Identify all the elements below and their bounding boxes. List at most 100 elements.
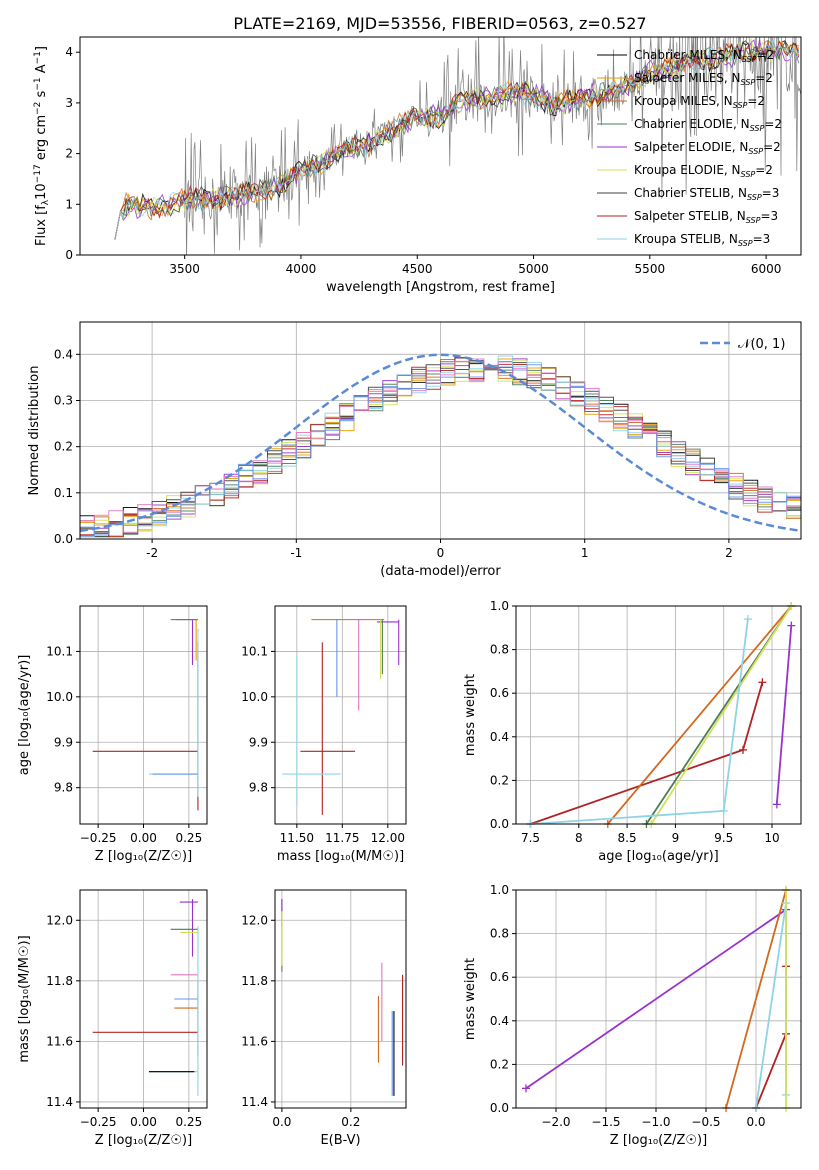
y-tick-label: 11.8 bbox=[241, 974, 268, 988]
weight-line bbox=[755, 966, 787, 1109]
x-tick-label: 0.00 bbox=[130, 1115, 157, 1129]
x-tick-label: 6000 bbox=[751, 262, 782, 276]
weight-vs-Z-panel: −2.0 −1.5 −1.0 −0.5 0.0 0.0 0.2 0.4 0.6 0.8 1.0 Z [… bbox=[463, 883, 802, 1148]
weight-line bbox=[775, 625, 793, 805]
legend-label: Chabrier STELIB, NSSP=3 bbox=[634, 186, 779, 202]
x-tick-label: 0.2 bbox=[341, 1115, 360, 1129]
y-tick-label: 9.8 bbox=[54, 781, 73, 795]
y-tick-label: 0.3 bbox=[54, 393, 73, 407]
x-tick-label: 12.00 bbox=[371, 831, 405, 845]
x-tick-label: 5000 bbox=[518, 262, 549, 276]
y-tick-label: 9.9 bbox=[249, 735, 268, 749]
axes-frame bbox=[515, 889, 802, 1109]
x-axis-label: age [log₁₀(age/yr)] bbox=[598, 849, 719, 864]
y-tick-label: 0.6 bbox=[490, 686, 509, 700]
age-vs-mass-panel: 11.50 11.75 12.00 9.8 9.9 10.0 10.1 mass [log₁₀… bbox=[241, 605, 407, 864]
y-tick-label: 10.0 bbox=[46, 690, 73, 704]
x-tick-label: 1 bbox=[581, 546, 589, 560]
x-tick-label: 8 bbox=[575, 831, 583, 845]
y-tick-label: 1.0 bbox=[490, 883, 509, 897]
x-tick-label: 10 bbox=[764, 831, 779, 845]
y-tick-label: 1.0 bbox=[490, 599, 509, 613]
model-line bbox=[114, 37, 800, 240]
y-axis-label: Normed distribution bbox=[27, 366, 42, 496]
y-tick-label: 2 bbox=[65, 147, 73, 161]
axes-frame bbox=[515, 605, 802, 825]
y-tick-label: 10.1 bbox=[241, 644, 268, 658]
y-tick-label: 0.4 bbox=[490, 1014, 509, 1028]
x-axis-label: (data-model)/error bbox=[380, 564, 501, 579]
y-tick-label: 1 bbox=[65, 197, 73, 211]
x-tick-label: 2 bbox=[725, 546, 733, 560]
y-tick-label: 11.6 bbox=[46, 1034, 73, 1048]
axes-frame bbox=[79, 605, 208, 825]
axes-frame bbox=[79, 321, 802, 540]
x-tick-label: −0.25 bbox=[80, 831, 117, 845]
y-tick-label: 0.6 bbox=[490, 970, 509, 984]
histogram-steps bbox=[80, 353, 801, 538]
spectrum-lines bbox=[114, 37, 801, 255]
x-tick-label: -1 bbox=[290, 546, 302, 560]
legend-label: Kroupa ELODIE, NSSP=2 bbox=[634, 163, 773, 179]
x-tick-label: 9 bbox=[672, 831, 680, 845]
x-tick-label: 7.5 bbox=[521, 831, 540, 845]
y-tick-label: 11.8 bbox=[46, 974, 73, 988]
x-tick-label: −1.5 bbox=[591, 1115, 620, 1129]
y-tick-label: 0.8 bbox=[490, 927, 509, 941]
y-tick-label: 0.2 bbox=[490, 773, 509, 787]
legend-label: Chabrier ELODIE, NSSP=2 bbox=[634, 117, 782, 133]
age-vs-Z-panel: −0.25 0.00 0.25 9.8 9.9 10.0 10.1 Z [log₁₀(Z/Z☉… bbox=[17, 605, 208, 864]
legend-label: Salpeter STELIB, NSSP=3 bbox=[634, 209, 778, 225]
y-tick-label: 0.0 bbox=[490, 817, 509, 831]
mass-vs-Z-panel: −0.25 0.00 0.25 11.4 11.6 11.8 12.0 Z [log₁₀(Z/… bbox=[17, 889, 208, 1148]
spectrum-data-line bbox=[184, 37, 801, 255]
weight-line bbox=[607, 605, 792, 825]
y-tick-label: 0.0 bbox=[490, 1101, 509, 1115]
axes-frame bbox=[274, 889, 407, 1109]
x-tick-label: 3500 bbox=[169, 262, 200, 276]
y-tick-label: 3 bbox=[65, 96, 73, 110]
y-tick-label: 12.0 bbox=[46, 913, 73, 927]
model-line bbox=[114, 39, 799, 240]
spectrum-legend: Chabrier MILES, NSSP=2 Salpeter MILES, NS… bbox=[597, 48, 782, 248]
y-axis-label: mass weight bbox=[463, 674, 478, 756]
model-line bbox=[114, 40, 799, 240]
y-tick-label: 10.0 bbox=[241, 690, 268, 704]
x-tick-label: 5500 bbox=[635, 262, 666, 276]
weight-line bbox=[725, 889, 787, 1109]
x-tick-label: 11.50 bbox=[280, 831, 314, 845]
x-axis-label: wavelength [Angstrom, rest frame] bbox=[326, 280, 555, 295]
spectrum-panel: 3500 4000 4500 5000 5500 6000 0 1 2 3 4 wavelength … bbox=[33, 36, 802, 295]
weight-line bbox=[650, 605, 793, 825]
x-axis-label: Z [log₁₀(Z/Z☉)] bbox=[95, 1133, 192, 1148]
y-tick-label: 12.0 bbox=[241, 913, 268, 927]
x-tick-label: 0.00 bbox=[130, 831, 157, 845]
x-tick-label: 0.0 bbox=[746, 1115, 765, 1129]
y-tick-label: 9.9 bbox=[54, 735, 73, 749]
histogram-panel: -2 -1 0 1 2 0.0 0.1 0.2 0.3 0.4 (data-model)/error… bbox=[27, 321, 802, 579]
x-tick-label: 4500 bbox=[402, 262, 433, 276]
y-tick-label: 11.6 bbox=[241, 1034, 268, 1048]
x-tick-label: 0 bbox=[437, 546, 445, 560]
x-axis-label: E(B-V) bbox=[320, 1133, 360, 1148]
y-tick-label: 0 bbox=[65, 248, 73, 262]
y-axis-label: mass [log₁₀(M/M☉)] bbox=[17, 935, 32, 1062]
weight-vs-age-panel: 7.5 8 8.5 9 9.5 10 0.0 0.2 0.4 0.6 0.8 1.0 age [log₁… bbox=[463, 599, 802, 864]
x-tick-label: 0.0 bbox=[272, 1115, 291, 1129]
histogram-step-line bbox=[80, 364, 801, 538]
figure-title: PLATE=2169, MJD=53556, FIBERID=0563, z=0… bbox=[233, 14, 646, 33]
y-tick-label: 9.8 bbox=[249, 781, 268, 795]
x-tick-label: −1.0 bbox=[641, 1115, 670, 1129]
x-tick-label: 8.5 bbox=[618, 831, 637, 845]
x-tick-label: 4000 bbox=[286, 262, 317, 276]
y-axis-label: age [log₁₀(age/yr)] bbox=[17, 655, 32, 776]
y-tick-label: 0.0 bbox=[54, 532, 73, 546]
mass-vs-ebv-panel: 0.0 0.2 11.4 11.6 11.8 12.0 E(B-V) bbox=[241, 889, 407, 1148]
plot-layer: 3500 4000 4500 5000 5500 6000 0 1 2 3 4 wavelength … bbox=[17, 36, 802, 1148]
x-tick-label: 9.5 bbox=[714, 831, 733, 845]
x-axis-label: Z [log₁₀(Z/Z☉)] bbox=[610, 1133, 707, 1148]
weight-line bbox=[525, 908, 787, 1090]
x-axis-label: Z [log₁₀(Z/Z☉)] bbox=[95, 849, 192, 864]
axes-frame bbox=[79, 889, 208, 1109]
